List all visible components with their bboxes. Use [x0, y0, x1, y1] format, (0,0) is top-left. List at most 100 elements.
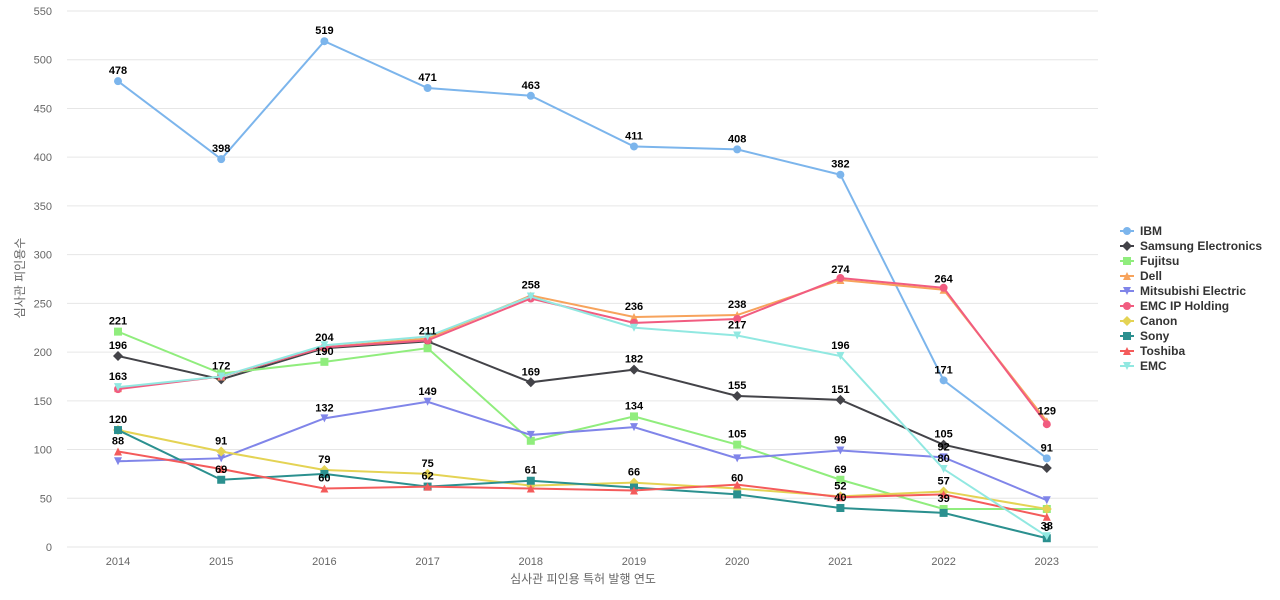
data-point: [526, 484, 535, 493]
y-tick-label: 250: [34, 298, 52, 310]
data-point: [320, 414, 329, 423]
data-point: [733, 490, 742, 499]
x-tick-label: 2014: [106, 556, 130, 568]
data-label: 196: [109, 340, 127, 352]
data-point: [422, 468, 433, 479]
data-point: [1042, 496, 1051, 505]
data-point: [1123, 272, 1131, 280]
legend-item[interactable]: Mitsubishi Electric: [1120, 284, 1246, 298]
legend-label: Samsung Electronics: [1140, 239, 1262, 253]
x-tick-label: 2015: [209, 556, 233, 568]
data-point: [939, 490, 948, 499]
data-point: [1041, 463, 1052, 474]
gridlines: [67, 10, 1098, 548]
data-point: [1042, 532, 1051, 541]
data-point: [114, 327, 122, 336]
data-label: 478: [109, 65, 127, 77]
legend-item[interactable]: Toshiba: [1120, 344, 1185, 358]
data-label: 463: [522, 80, 540, 92]
series-line: [117, 429, 1047, 510]
legend-item[interactable]: Dell: [1120, 269, 1162, 283]
x-axis-title: 심사관 피인용 특허 발행 연도: [510, 571, 656, 586]
y-axis-ticks: 0 50 100 150 200 250 300 350 400 450 500 550: [34, 6, 52, 554]
series-sony: [114, 426, 1051, 543]
data-label: 190: [315, 346, 333, 358]
data-point: [217, 372, 226, 381]
data-point: [320, 341, 329, 350]
data-point: [423, 344, 432, 353]
legend-item[interactable]: IBM: [1120, 224, 1162, 238]
series-dell: [114, 275, 1051, 426]
data-label: 134: [625, 400, 644, 412]
legend-item[interactable]: Samsung Electronics: [1120, 239, 1262, 253]
legend-label: Fujitsu: [1140, 254, 1179, 268]
data-label: 69: [215, 464, 227, 476]
data-point: [629, 364, 639, 375]
data-point: [836, 274, 845, 283]
data-label: 132: [315, 402, 333, 414]
data-label: 129: [1038, 405, 1056, 417]
data-label: 171: [934, 364, 952, 376]
data-point: [1122, 316, 1132, 326]
data-label: 408: [728, 133, 746, 145]
legend-label: Canon: [1140, 314, 1177, 328]
y-axis-title: 심사관 피인용수: [13, 238, 27, 319]
data-point: [1123, 302, 1131, 310]
data-point: [320, 37, 329, 46]
data-point: [1122, 241, 1132, 251]
legend-label: Sony: [1140, 329, 1170, 343]
data-point: [1042, 454, 1051, 463]
series-line: [117, 340, 1048, 470]
x-tick-label: 2021: [828, 556, 852, 568]
legend-item[interactable]: Fujitsu: [1120, 254, 1179, 268]
x-tick-label: 2019: [622, 556, 646, 568]
data-label: 79: [318, 454, 330, 466]
data-point: [836, 504, 845, 513]
data-label: 149: [418, 386, 436, 398]
series-line: [117, 450, 1048, 518]
data-label: 169: [522, 366, 540, 378]
data-point: [1042, 420, 1051, 429]
data-point: [525, 377, 536, 388]
data-point: [836, 351, 845, 360]
data-label: 217: [728, 320, 746, 332]
data-point: [1123, 332, 1131, 340]
data-point: [217, 155, 226, 164]
legend-label: EMC: [1140, 359, 1167, 373]
data-label: 163: [109, 371, 127, 383]
data-point: [320, 357, 329, 366]
data-label: 60: [318, 473, 330, 485]
data-point: [217, 465, 226, 474]
data-point: [732, 390, 743, 401]
series-toshiba: [114, 447, 1051, 521]
data-point: [939, 376, 948, 385]
legend-label: EMC IP Holding: [1140, 299, 1229, 313]
legend-item[interactable]: Canon: [1120, 314, 1177, 328]
data-point: [114, 457, 122, 466]
data-label: 471: [418, 72, 436, 84]
data-point: [423, 332, 432, 341]
series-line: [117, 429, 1048, 540]
data-label: 9: [1044, 522, 1050, 534]
y-tick-label: 100: [34, 445, 52, 457]
series-emc: [114, 292, 1051, 541]
data-point: [836, 475, 845, 484]
data-point: [114, 426, 122, 435]
data-label: 238: [728, 299, 746, 311]
legend-item[interactable]: EMC: [1120, 359, 1167, 373]
series-line: [117, 39, 1048, 460]
data-point: [1123, 227, 1131, 235]
series-mitsubishi-electric: [114, 397, 1051, 505]
x-tick-label: 2020: [725, 556, 749, 568]
data-label: 519: [315, 25, 333, 37]
data-point: [939, 465, 948, 474]
data-label: 38: [1041, 520, 1053, 532]
series-line: [117, 330, 1047, 510]
legend-item[interactable]: EMC IP Holding: [1120, 299, 1229, 313]
data-label: 211: [419, 325, 437, 337]
data-label: 60: [731, 473, 743, 485]
data-point: [630, 142, 638, 151]
legend-item[interactable]: Sony: [1120, 329, 1170, 343]
data-label: 52: [834, 480, 846, 492]
